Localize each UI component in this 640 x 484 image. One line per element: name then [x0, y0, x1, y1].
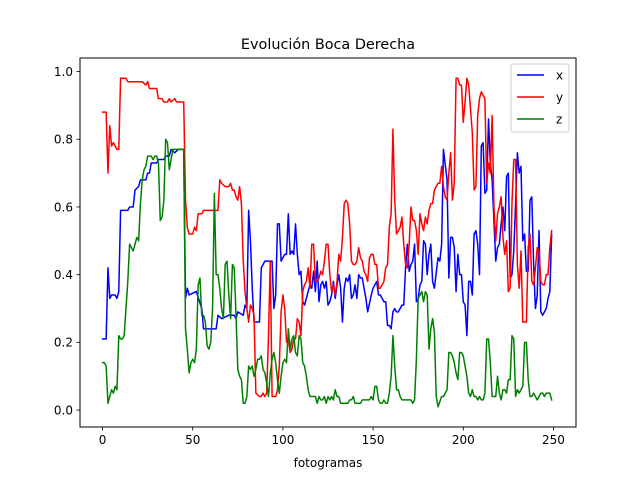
y-tick-label: 0.4	[54, 268, 73, 282]
x-tick-label: 150	[362, 433, 385, 447]
y-axis: 0.0 0.2 0.4 0.6 0.8 1.0	[54, 65, 80, 417]
legend-label-y: y	[556, 90, 563, 104]
plot-area	[101, 77, 553, 408]
x-tick-label: 50	[185, 433, 200, 447]
y-tick-label: 0.8	[54, 133, 73, 147]
series-y-line	[101, 77, 553, 398]
y-tick-label: 1.0	[54, 65, 73, 79]
legend: xyz	[510, 63, 570, 133]
x-tick-label: 200	[452, 433, 475, 447]
x-tick-label: 100	[271, 433, 294, 447]
axes-frame	[79, 57, 577, 428]
x-axis: 0 50 100 150 200 250	[99, 427, 565, 447]
legend-label-x: x	[556, 68, 563, 82]
chart-title: Evolución Boca Derecha	[241, 37, 415, 53]
x-tick-label: 0	[99, 433, 107, 447]
legend-box	[510, 63, 570, 133]
y-tick-label: 0.0	[54, 403, 73, 417]
y-tick-label: 0.2	[54, 336, 73, 350]
series-z-line	[101, 138, 553, 408]
x-axis-label: fotogramas	[294, 456, 363, 470]
x-tick-label: 250	[542, 433, 565, 447]
y-tick-label: 0.6	[54, 200, 73, 214]
legend-label-z: z	[556, 112, 562, 126]
